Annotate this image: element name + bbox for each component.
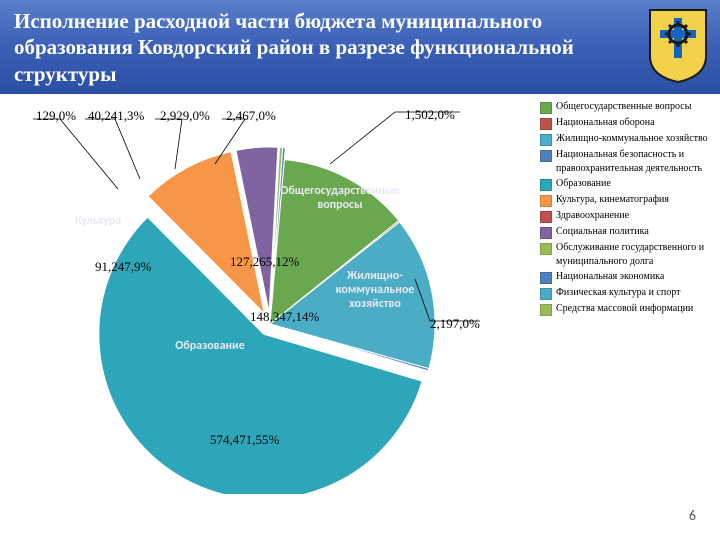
- legend-label: Физическая культура и спорт: [556, 286, 680, 300]
- segment-label-cult: Культура: [58, 214, 138, 228]
- page-title: Исполнение расходной части бюджета муниц…: [14, 8, 630, 87]
- legend-swatch-icon: [540, 211, 552, 223]
- legend-swatch-icon: [540, 243, 552, 255]
- legend-swatch-icon: [540, 102, 552, 114]
- legend-label: Национальная безопасность и правоохранит…: [556, 148, 718, 175]
- legend-item-defn: Национальная оборона: [540, 116, 718, 130]
- data-label-cult: 91,247,9%: [95, 259, 151, 275]
- legend-label: Общегосударственные вопросы: [556, 100, 691, 114]
- data-label-defn: 1,502,0%: [405, 107, 455, 123]
- legend-swatch-icon: [540, 288, 552, 300]
- legend-swatch-icon: [540, 134, 552, 146]
- legend-item-sport: Физическая культура и спорт: [540, 286, 718, 300]
- legend-label: Здравоохранение: [556, 209, 629, 223]
- municipal-emblem-icon: [646, 6, 710, 84]
- legend-item-media: Средства массовой информации: [540, 302, 718, 316]
- legend-swatch-icon: [540, 304, 552, 316]
- pie-chart: 127,265,12% 1,502,0% 148,347,14% 2,197,0% 57…: [0, 94, 540, 494]
- legend-swatch-icon: [540, 227, 552, 239]
- page-number: 6: [689, 507, 696, 524]
- leader-line: [155, 119, 182, 169]
- legend-label: Национальная экономика: [556, 270, 664, 284]
- content-area: 127,265,12% 1,502,0% 148,347,14% 2,197,0% 57…: [0, 94, 720, 540]
- legend: Общегосударственные вопросы Национальная …: [540, 100, 718, 318]
- legend-label: Культура, кинематография: [556, 193, 669, 207]
- data-label-econ: 2,467,0%: [226, 108, 276, 124]
- legend-swatch-icon: [540, 118, 552, 130]
- legend-label: Средства массовой информации: [556, 302, 693, 316]
- legend-item-safe: Национальная безопасность и правоохранит…: [540, 148, 718, 175]
- segment-label-jkh: Жилищно-коммунальное хозяйство: [310, 269, 440, 311]
- title-banner: Исполнение расходной части бюджета муниц…: [0, 0, 720, 94]
- legend-label: Образование: [556, 177, 611, 191]
- leader-line: [85, 119, 140, 179]
- legend-item-soc: Социальная политика: [540, 225, 718, 239]
- legend-item-edu: Образование: [540, 177, 718, 191]
- legend-item-econ: Национальная экономика: [540, 270, 718, 284]
- data-label-debt: 2,929,0%: [160, 108, 210, 124]
- legend-item-debt: Обслуживание государственного и муниципа…: [540, 241, 718, 268]
- leader-line: [33, 119, 118, 189]
- data-label-gen: 127,265,12%: [230, 254, 299, 270]
- legend-swatch-icon: [540, 272, 552, 284]
- data-label-safe: 2,197,0%: [430, 316, 480, 332]
- data-label-health: 129,0%: [36, 108, 76, 124]
- data-label-edu: 574,471,55%: [210, 432, 279, 448]
- segment-label-gen: Общегосударственные вопросы: [275, 184, 405, 212]
- legend-item-jkh: Жилищно-коммунальное хозяйство: [540, 132, 718, 146]
- legend-item-cult: Культура, кинематография: [540, 193, 718, 207]
- legend-item-health: Здравоохранение: [540, 209, 718, 223]
- data-label-soc: 40,241,3%: [88, 108, 144, 124]
- data-label-jkh: 148,347,14%: [250, 309, 319, 325]
- legend-label: Обслуживание государственного и муниципа…: [556, 241, 718, 268]
- legend-label: Национальная оборона: [556, 116, 655, 130]
- legend-swatch-icon: [540, 150, 552, 162]
- legend-item-gen: Общегосударственные вопросы: [540, 100, 718, 114]
- legend-label: Социальная политика: [556, 225, 649, 239]
- legend-swatch-icon: [540, 179, 552, 191]
- legend-label: Жилищно-коммунальное хозяйство: [556, 132, 708, 146]
- legend-swatch-icon: [540, 195, 552, 207]
- segment-label-edu: Образование: [150, 339, 270, 353]
